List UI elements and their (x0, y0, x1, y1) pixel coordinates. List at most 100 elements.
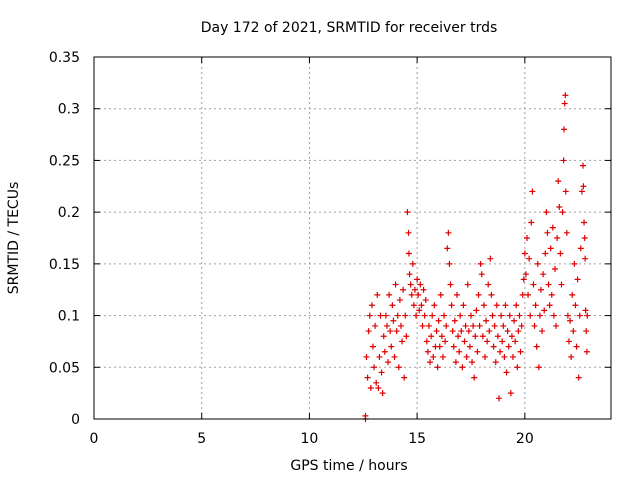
data-point (485, 281, 492, 288)
data-point (583, 348, 590, 355)
data-point (469, 359, 476, 366)
data-point (387, 328, 394, 335)
data-point (364, 374, 371, 381)
data-point (378, 369, 385, 376)
data-point (431, 302, 438, 309)
data-point (539, 328, 546, 335)
data-point (540, 271, 547, 278)
data-point (573, 343, 580, 350)
data-point (514, 364, 521, 371)
data-point (486, 328, 493, 335)
data-point (413, 312, 420, 319)
data-point (561, 126, 568, 133)
data-point (401, 374, 408, 381)
chart-title: Day 172 of 2021, SRMTID for receiver trd… (201, 20, 498, 36)
data-point (480, 302, 487, 309)
data-point (487, 255, 494, 262)
data-point (459, 364, 466, 371)
data-point (533, 343, 540, 350)
data-point (560, 157, 567, 164)
data-point (436, 343, 443, 350)
data-point (495, 395, 502, 402)
data-point (503, 369, 510, 376)
data-point (557, 250, 564, 257)
data-point (470, 322, 477, 329)
data-point (473, 307, 480, 314)
data-point (474, 348, 481, 355)
data-point (575, 374, 582, 381)
data-point (463, 353, 470, 360)
data-point (562, 92, 569, 99)
data-point (457, 312, 464, 319)
data-point (544, 229, 551, 236)
data-point (475, 291, 482, 298)
data-point (379, 390, 386, 397)
data-point (471, 374, 478, 381)
data-point (543, 209, 550, 216)
data-point (507, 390, 514, 397)
data-point (548, 291, 555, 298)
data-point (389, 302, 396, 309)
data-point (582, 255, 589, 262)
data-point (581, 219, 588, 226)
data-point (416, 307, 423, 314)
data-point (536, 312, 543, 319)
y-tick-label: 0.1 (58, 309, 80, 325)
data-point (546, 302, 553, 309)
data-point (411, 286, 418, 293)
data-point (465, 328, 472, 335)
data-point (481, 353, 488, 360)
data-point (530, 281, 537, 288)
data-point (446, 260, 453, 267)
data-point (428, 333, 435, 340)
data-point (405, 229, 412, 236)
data-point (472, 333, 479, 340)
data-point (489, 312, 496, 319)
plot-frame (93, 56, 612, 420)
data-point (488, 291, 495, 298)
data-point (526, 255, 533, 262)
data-point (490, 343, 497, 350)
data-point (550, 312, 557, 319)
data-point (527, 312, 534, 319)
data-point (390, 317, 397, 324)
data-point (388, 343, 395, 350)
data-point (438, 333, 445, 340)
y-tick-label: 0.35 (49, 50, 80, 66)
y-tick-label: 0.15 (49, 257, 80, 273)
data-point (580, 183, 587, 190)
data-point (529, 188, 536, 195)
data-point (508, 333, 515, 340)
data-point (414, 276, 421, 283)
data-point (369, 343, 376, 350)
data-point (479, 333, 486, 340)
data-point (399, 338, 406, 345)
data-point (449, 328, 456, 335)
data-point (502, 302, 509, 309)
data-point (430, 353, 437, 360)
data-point (579, 162, 586, 169)
data-point (437, 291, 444, 298)
data-point (409, 260, 416, 267)
data-point (460, 302, 467, 309)
data-point (407, 281, 414, 288)
data-point (366, 312, 373, 319)
data-point (547, 245, 554, 252)
data-point (451, 317, 458, 324)
data-point (374, 291, 381, 298)
data-point (571, 260, 578, 267)
data-point (498, 312, 505, 319)
data-point (362, 412, 369, 419)
data-point (541, 307, 548, 314)
data-point (477, 260, 484, 267)
data-point (441, 312, 448, 319)
data-point (519, 291, 526, 298)
data-point (535, 364, 542, 371)
data-point (570, 328, 577, 335)
data-point (375, 384, 382, 391)
data-point (565, 338, 572, 345)
data-point (393, 328, 400, 335)
data-point (564, 312, 571, 319)
data-point (405, 250, 412, 257)
data-point (400, 286, 407, 293)
